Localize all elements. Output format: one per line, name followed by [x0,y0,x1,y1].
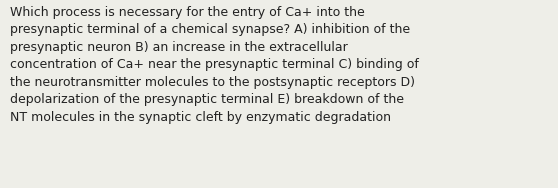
Text: Which process is necessary for the entry of Ca+ into the
presynaptic terminal of: Which process is necessary for the entry… [10,6,419,124]
